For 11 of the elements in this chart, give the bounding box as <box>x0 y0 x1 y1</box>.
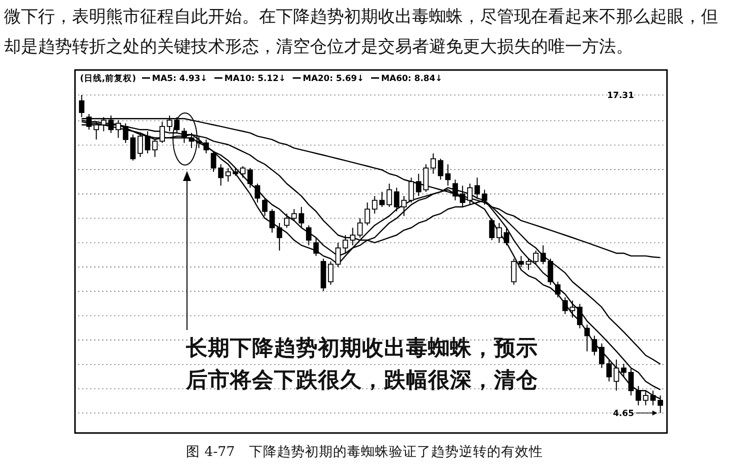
legend-item: MA10: 5.12↓ <box>214 74 286 84</box>
legend-item: MA5: 4.93↓ <box>142 74 208 84</box>
legend-title: (日线,前复权) <box>80 73 136 84</box>
legend-label: MA5: 4.93↓ <box>152 74 208 84</box>
legend-item: MA60: 8.84↓ <box>371 74 442 84</box>
y-tick-label: 17.31 <box>607 91 634 101</box>
legend-item: MA20: 5.69↓ <box>292 74 364 84</box>
y-tick-label: 4.65 <box>613 409 634 419</box>
caption: 图 4-77 下降趋势初期的毒蜘蛛验证了趋势逆转的有效性 <box>185 443 544 461</box>
annotation: 长期下降趋势初期收出毒蜘蛛，预示后市将会下跌很久，跌幅很深，清仓 <box>186 335 539 395</box>
text: 微下行，表明熊市征程自此开始。在下降趋势初期收出毒蜘蛛，尽管现在看起来不那么起眼，但却是趋势转折之处的关键技术形态，清空仓位才是交易者避免更大损失的唯一方法。 <box>4 6 719 59</box>
